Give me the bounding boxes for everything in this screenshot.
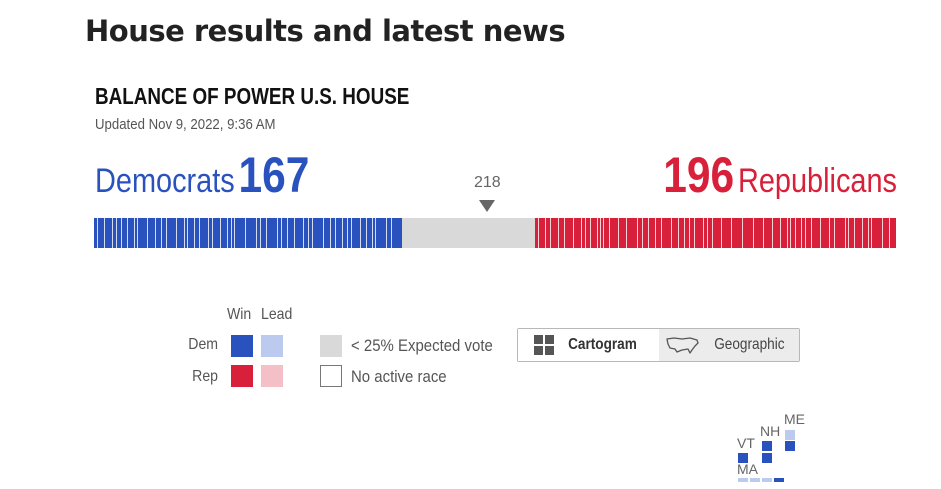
legend-win-header: Win (227, 306, 252, 323)
majority-threshold-label: 218 (474, 174, 501, 191)
legend-dem-label: Dem (188, 336, 218, 353)
democrats-bar-segment[interactable] (94, 218, 402, 248)
district-cell[interactable] (762, 478, 772, 482)
geographic-button[interactable]: Geographic (658, 329, 799, 361)
legend-dem-lead-swatch (261, 335, 283, 357)
legend-lead-header: Lead (261, 306, 293, 323)
map-view-toggle[interactable]: Cartogram Geographic (517, 328, 800, 362)
district-cell[interactable] (750, 478, 760, 482)
cartogram-button[interactable]: Cartogram (518, 329, 659, 361)
state-label-ma: MA (737, 461, 758, 477)
legend-rep-lead-swatch (261, 365, 283, 387)
republicans-label: Republicans (737, 162, 897, 200)
legend-dem-win-swatch (231, 335, 253, 357)
legend-expected-vote-label: < 25% Expected vote (351, 336, 493, 355)
updated-timestamp: Updated Nov 9, 2022, 9:36 AM (95, 116, 276, 133)
balance-of-power-title: BALANCE OF POWER U.S. HOUSE (95, 83, 410, 109)
cartogram-label: Cartogram (567, 336, 637, 353)
geographic-label: Geographic (714, 336, 785, 353)
democrats-summary: Democrats 167 (95, 146, 309, 204)
legend-no-active-swatch (320, 365, 342, 387)
cartogram-icon (533, 335, 554, 355)
district-cell[interactable] (762, 453, 772, 463)
majority-marker-icon (479, 200, 495, 212)
legend-no-active-label: No active race (351, 367, 447, 386)
republicans-bar-segment[interactable] (535, 218, 896, 248)
district-cell[interactable] (762, 441, 772, 451)
district-cell[interactable] (738, 478, 748, 482)
district-cell[interactable] (774, 478, 784, 482)
democrats-label: Democrats (95, 162, 235, 200)
republicans-seat-count: 196 (663, 147, 735, 203)
district-cell[interactable] (738, 453, 748, 463)
legend-expected-vote-swatch (320, 335, 342, 357)
page-heading: House results and latest news (85, 14, 566, 48)
us-map-icon (666, 337, 700, 354)
democrats-seat-count: 167 (238, 147, 310, 203)
state-label-nh: NH (760, 423, 781, 439)
district-cell[interactable] (785, 441, 795, 451)
district-cell[interactable] (785, 430, 795, 440)
republicans-summary: 196 Republicans (663, 146, 897, 204)
legend-rep-label: Rep (192, 368, 218, 385)
legend-rep-win-swatch (231, 365, 253, 387)
state-label-vt: VT (737, 435, 755, 451)
state-label-me: ME (784, 411, 805, 427)
balance-of-power-bar[interactable] (94, 218, 896, 248)
